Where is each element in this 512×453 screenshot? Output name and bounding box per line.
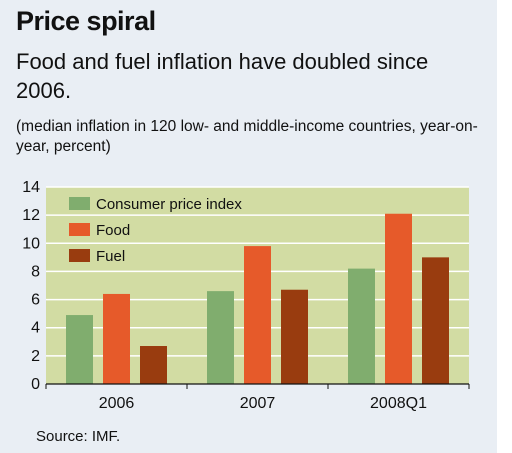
legend-swatch <box>69 197 90 210</box>
y-tick-label: 2 <box>31 348 40 365</box>
bar-consumer-price-index <box>66 315 93 384</box>
y-tick-label: 14 <box>22 179 40 196</box>
y-tick-label: 8 <box>31 263 40 280</box>
chart-note: (median inflation in 120 low- and middle… <box>16 118 478 155</box>
chart-title: Price spiral <box>16 6 156 36</box>
bar-fuel <box>422 257 449 384</box>
legend-label: Fuel <box>96 248 125 265</box>
legend-label: Food <box>96 222 130 239</box>
bars <box>66 213 449 384</box>
legend-swatch <box>69 249 90 262</box>
bar-consumer-price-index <box>348 268 375 384</box>
y-tick-label: 6 <box>31 292 40 309</box>
bar-consumer-price-index <box>207 291 234 384</box>
axes: 0 2 4 6 8 10 12 14 2006 2007 2008Q1 <box>22 179 470 412</box>
legend-label: Consumer price index <box>96 196 242 213</box>
x-tick-label: 2006 <box>99 395 135 412</box>
bar-fuel <box>140 346 167 384</box>
bar-food <box>244 246 271 384</box>
source-note: Source: IMF. <box>36 428 121 445</box>
legend: Consumer price index Food Fuel <box>69 196 242 265</box>
bar-food <box>385 213 412 384</box>
x-tick-label: 2007 <box>240 395 276 412</box>
y-tick-label: 10 <box>22 235 40 252</box>
bar-fuel <box>281 289 308 384</box>
x-tick-label: 2008Q1 <box>370 395 427 412</box>
y-tick-label: 0 <box>31 376 40 393</box>
chart-subtitle: Food and fuel inflation have doubled sin… <box>16 49 429 103</box>
y-tick-label: 12 <box>22 207 40 224</box>
bar-food <box>103 293 130 384</box>
y-tick-label: 4 <box>31 320 40 337</box>
legend-swatch <box>69 223 90 236</box>
